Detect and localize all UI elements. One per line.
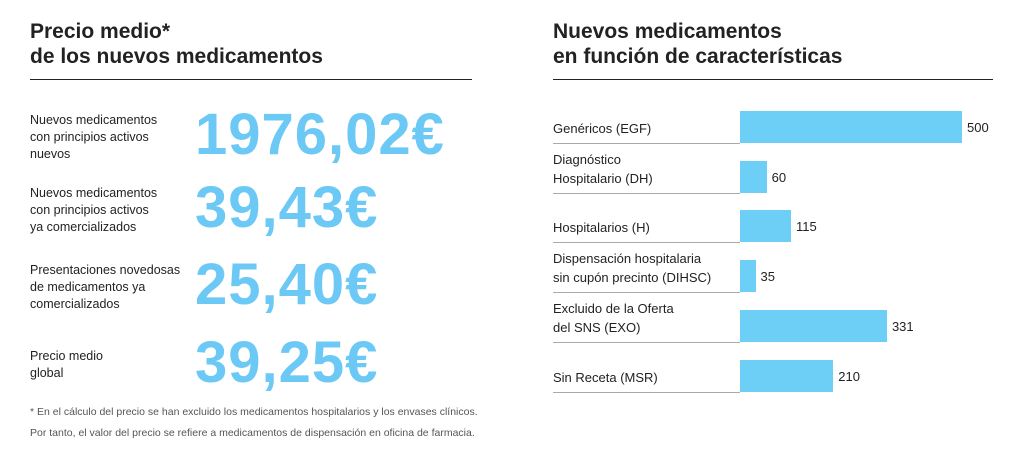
bar <box>740 309 887 342</box>
price-label: Nuevos medicamentos con principios activ… <box>30 112 158 161</box>
price-value: 1976,02€ <box>195 102 445 167</box>
bar <box>740 210 792 243</box>
bar <box>740 260 756 293</box>
baseline <box>553 341 740 343</box>
panel-title: de los nuevos medicamentos <box>30 45 323 68</box>
baseline <box>553 292 740 294</box>
title-rule <box>30 79 472 80</box>
category-label: Genéricos (EGF) <box>553 121 652 136</box>
value-label: 331 <box>891 318 914 334</box>
category-label: Sin Receta (MSR) <box>553 369 658 385</box>
value-label: 35 <box>760 269 775 285</box>
baseline <box>553 242 740 244</box>
category-label: Dispensación hospitalaria sin cupón prec… <box>553 251 712 286</box>
chart-title: Nuevos medicamentos <box>553 20 782 43</box>
category-label: Excluido de la Oferta del SNS (EXO) <box>553 300 674 335</box>
baseline <box>553 192 740 194</box>
bar <box>740 111 962 143</box>
footnote: Por tanto, el valor del precio se refier… <box>30 427 475 439</box>
bar <box>740 359 834 392</box>
price-value: 25,40€ <box>195 252 379 317</box>
panel-title: Precio medio* <box>30 20 171 43</box>
value-label: 210 <box>838 368 860 384</box>
price-value: 39,25€ <box>195 330 379 395</box>
title-rule <box>553 79 993 80</box>
price-label: Presentaciones novedosas de medicamentos… <box>30 262 181 311</box>
category-label: Diagnóstico Hospitalario (DH) <box>553 151 653 186</box>
bar <box>740 160 767 193</box>
price-value: 39,43€ <box>195 175 379 240</box>
baseline <box>553 143 740 144</box>
category-label: Hospitalarios (H) <box>553 220 650 236</box>
baseline <box>553 391 740 393</box>
chart-title: en función de características <box>553 45 843 68</box>
value-label: 60 <box>771 169 787 185</box>
value-label: 115 <box>796 219 817 235</box>
price-label: Precio medio global <box>30 349 103 380</box>
value-label: 500 <box>967 120 989 135</box>
price-label: Nuevos medicamentos con principios activ… <box>30 185 158 234</box>
footnote: * En el cálculo del precio se han exclui… <box>30 406 478 418</box>
